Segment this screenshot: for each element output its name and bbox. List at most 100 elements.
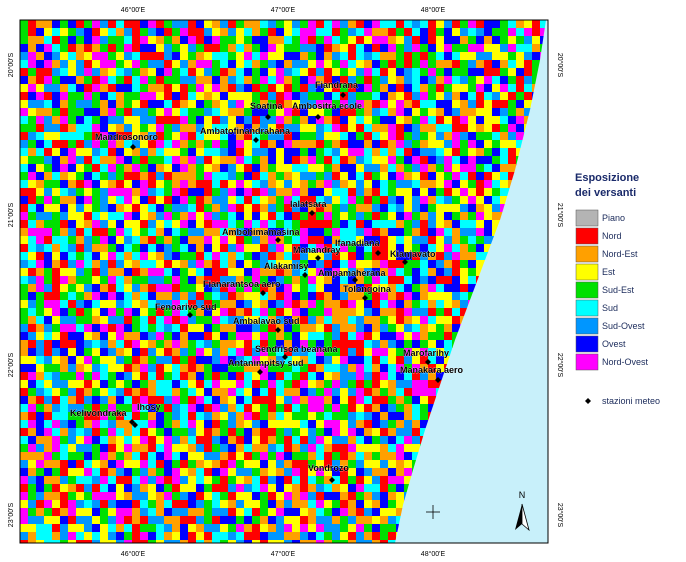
- aspect-cell: [212, 124, 220, 132]
- aspect-cell: [404, 196, 412, 204]
- aspect-cell: [412, 204, 420, 212]
- aspect-cell: [116, 76, 124, 84]
- aspect-cell: [492, 100, 500, 108]
- aspect-cell: [108, 156, 116, 164]
- aspect-cell: [236, 516, 244, 524]
- aspect-cell: [20, 36, 28, 44]
- aspect-cell: [252, 124, 260, 132]
- aspect-cell: [444, 76, 452, 84]
- aspect-cell: [372, 308, 380, 316]
- aspect-cell: [44, 100, 52, 108]
- aspect-cell: [244, 156, 252, 164]
- aspect-cell: [20, 100, 28, 108]
- aspect-cell: [92, 20, 100, 28]
- aspect-cell: [124, 92, 132, 100]
- aspect-cell: [316, 20, 324, 28]
- aspect-cell: [364, 252, 372, 260]
- aspect-cell: [60, 420, 68, 428]
- aspect-cell: [396, 492, 404, 500]
- aspect-cell: [156, 292, 164, 300]
- aspect-cell: [204, 236, 212, 244]
- aspect-cell: [340, 500, 348, 508]
- aspect-cell: [412, 132, 420, 140]
- aspect-cell: [364, 236, 372, 244]
- aspect-cell: [276, 460, 284, 468]
- aspect-cell: [340, 260, 348, 268]
- aspect-cell: [444, 356, 452, 364]
- aspect-cell: [196, 308, 204, 316]
- aspect-cell: [108, 68, 116, 76]
- aspect-cell: [340, 20, 348, 28]
- aspect-cell: [124, 292, 132, 300]
- aspect-cell: [324, 252, 332, 260]
- aspect-cell: [412, 420, 420, 428]
- aspect-cell: [140, 124, 148, 132]
- aspect-cell: [308, 324, 316, 332]
- aspect-cell: [204, 292, 212, 300]
- aspect-cell: [348, 396, 356, 404]
- aspect-cell: [316, 164, 324, 172]
- aspect-cell: [436, 92, 444, 100]
- aspect-cell: [196, 324, 204, 332]
- aspect-cell: [52, 140, 60, 148]
- aspect-cell: [452, 332, 460, 340]
- aspect-cell: [164, 468, 172, 476]
- aspect-cell: [260, 132, 268, 140]
- aspect-cell: [52, 388, 60, 396]
- aspect-cell: [228, 436, 236, 444]
- aspect-cell: [68, 108, 76, 116]
- aspect-cell: [300, 140, 308, 148]
- aspect-cell: [188, 444, 196, 452]
- aspect-cell: [284, 492, 292, 500]
- aspect-cell: [364, 116, 372, 124]
- station-marker: [362, 295, 368, 301]
- aspect-cell: [124, 132, 132, 140]
- aspect-cell: [132, 324, 140, 332]
- aspect-cell: [236, 292, 244, 300]
- aspect-cell: [148, 68, 156, 76]
- aspect-cell: [492, 52, 500, 60]
- aspect-cell: [76, 308, 84, 316]
- aspect-cell: [196, 20, 204, 28]
- aspect-cell: [220, 380, 228, 388]
- aspect-cell: [228, 492, 236, 500]
- aspect-cell: [268, 532, 276, 540]
- aspect-cell: [268, 244, 276, 252]
- aspect-cell: [204, 444, 212, 452]
- aspect-cell: [204, 108, 212, 116]
- aspect-cell: [308, 44, 316, 52]
- aspect-cell: [284, 92, 292, 100]
- aspect-cell: [300, 300, 308, 308]
- aspect-cell: [36, 236, 44, 244]
- aspect-cell: [180, 468, 188, 476]
- aspect-cell: [36, 524, 44, 532]
- aspect-cell: [484, 236, 492, 244]
- aspect-cell: [236, 260, 244, 268]
- aspect-cell: [284, 452, 292, 460]
- aspect-cell: [348, 300, 356, 308]
- aspect-cell: [172, 428, 180, 436]
- aspect-cell: [348, 156, 356, 164]
- aspect-cell: [164, 532, 172, 540]
- aspect-cell: [316, 332, 324, 340]
- aspect-cell: [236, 412, 244, 420]
- aspect-cell: [276, 44, 284, 52]
- aspect-cell: [492, 76, 500, 84]
- aspect-cell: [100, 476, 108, 484]
- aspect-cell: [292, 196, 300, 204]
- aspect-cell: [444, 348, 452, 356]
- aspect-cell: [356, 116, 364, 124]
- aspect-cell: [348, 28, 356, 36]
- aspect-cell: [460, 92, 468, 100]
- aspect-cell: [52, 404, 60, 412]
- aspect-cell: [268, 428, 276, 436]
- aspect-cell: [84, 444, 92, 452]
- aspect-cell: [60, 540, 68, 543]
- aspect-cell: [332, 84, 340, 92]
- aspect-cell: [356, 500, 364, 508]
- aspect-cell: [332, 452, 340, 460]
- aspect-cell: [60, 428, 68, 436]
- aspect-cell: [396, 148, 404, 156]
- aspect-cell: [484, 52, 492, 60]
- aspect-cell: [180, 380, 188, 388]
